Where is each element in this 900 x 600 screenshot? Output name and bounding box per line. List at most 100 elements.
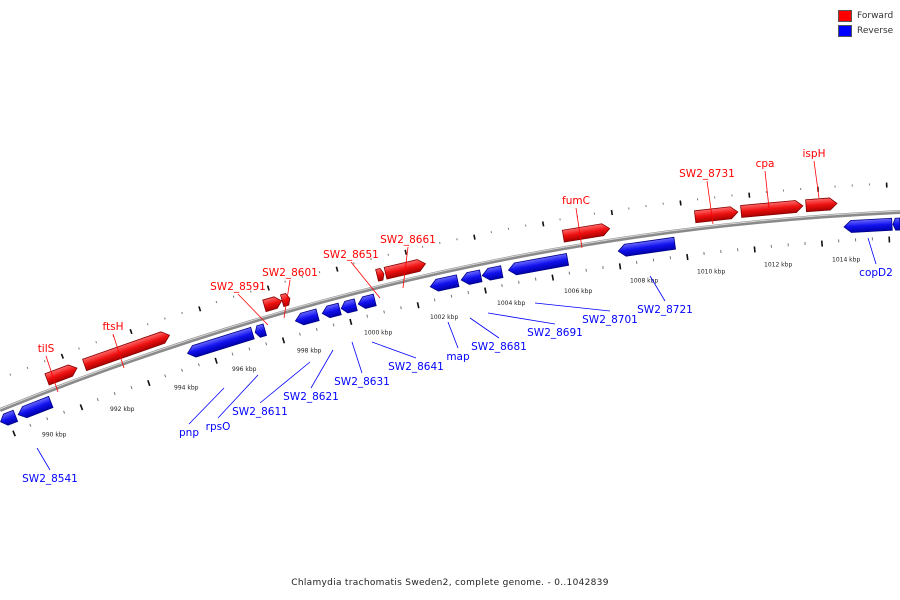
gene-SW2_8681[interactable] bbox=[460, 269, 483, 286]
ruler-dot bbox=[146, 323, 167, 378]
ruler-dot bbox=[645, 204, 655, 262]
gene-cpa[interactable] bbox=[740, 200, 804, 218]
ruler-dot bbox=[284, 280, 301, 336]
gene-rpsO[interactable] bbox=[254, 323, 267, 338]
reverse-swatch bbox=[838, 25, 852, 37]
ruler-dot bbox=[12, 430, 16, 437]
gene-label[interactable]: SW2_8721 bbox=[637, 275, 693, 316]
gene-SW2_8631a[interactable] bbox=[321, 302, 342, 319]
gene-label[interactable]: SW2_8541 bbox=[22, 447, 78, 485]
tick-label: 996 kbp bbox=[232, 366, 257, 373]
ruler-dot bbox=[335, 266, 353, 326]
gene-copD2[interactable] bbox=[843, 217, 893, 233]
gene-label[interactable]: copD2 bbox=[859, 237, 893, 279]
gene-SW2_8641[interactable] bbox=[357, 293, 377, 310]
gene-label[interactable]: SW2_8651 bbox=[323, 249, 381, 299]
gene-label-text: SW2_8591 bbox=[210, 281, 266, 293]
tick-label: 1000 kbp bbox=[364, 330, 392, 337]
gene-label-text: SW2_8661 bbox=[380, 234, 436, 246]
ruler-dot bbox=[95, 341, 116, 396]
gene-map[interactable] bbox=[429, 274, 460, 293]
gene-label-text: SW2_8641 bbox=[388, 361, 444, 373]
ruler-dot bbox=[541, 221, 555, 281]
gene-ftsH[interactable] bbox=[82, 330, 172, 372]
gene-label[interactable]: SW2_8601 bbox=[262, 267, 318, 319]
backbone-highlight bbox=[0, 210, 900, 410]
ruler-dot bbox=[696, 198, 705, 256]
gene-pnp[interactable] bbox=[186, 326, 255, 359]
gene-label[interactable]: SW2_8661 bbox=[380, 234, 436, 289]
gene-label-text: SW2_8631 bbox=[334, 376, 390, 388]
gene-SW2_8701[interactable] bbox=[507, 252, 570, 276]
tick-label: 1002 kbp bbox=[430, 314, 458, 321]
ruler-dot bbox=[78, 347, 99, 402]
gene-SW2_8531[interactable] bbox=[0, 409, 19, 427]
tick-label: 1008 kbp bbox=[630, 277, 658, 284]
gene-labels: tilS ftsH SW2_8591 SW2_8601 SW2_8651SW2_8661… bbox=[22, 148, 893, 485]
ruler-dot bbox=[885, 182, 891, 243]
gene-label[interactable]: pnp bbox=[179, 387, 225, 439]
gene-label[interactable]: SW2_8691 bbox=[487, 312, 583, 339]
gene-label-text: map bbox=[446, 351, 470, 363]
gene-label[interactable]: SW2_8621 bbox=[283, 349, 339, 403]
tick-label: 1014 kbp bbox=[832, 256, 860, 263]
gene-label[interactable]: SW2_8731 bbox=[679, 168, 735, 225]
gene-SW2_8631[interactable] bbox=[340, 298, 358, 314]
ruler-dot bbox=[456, 238, 470, 295]
gene-tilS[interactable] bbox=[44, 362, 79, 386]
gene-fumC[interactable] bbox=[561, 223, 611, 243]
gene-ispH[interactable] bbox=[805, 197, 838, 213]
ruler-dot bbox=[60, 353, 84, 411]
gene-SW2_8621[interactable] bbox=[294, 308, 320, 327]
ruler-dot bbox=[662, 202, 672, 260]
gene-label[interactable]: ftsH bbox=[103, 321, 125, 369]
tick-label: 1010 kbp bbox=[697, 269, 725, 276]
ruler-dot bbox=[559, 218, 571, 275]
gene-SW2_8731[interactable] bbox=[694, 206, 739, 224]
gene-label[interactable]: fumC bbox=[562, 195, 590, 249]
ruler-dot bbox=[421, 245, 436, 302]
gene-label[interactable]: SW2_8591 bbox=[210, 281, 269, 326]
gene-label[interactable]: SW2_8641 bbox=[371, 341, 444, 373]
gene-SW2_8661[interactable] bbox=[383, 258, 427, 280]
ruler-dot bbox=[26, 366, 49, 421]
ruler-dot bbox=[731, 194, 739, 252]
ruler-dot bbox=[318, 271, 335, 327]
gene-SW2_8651[interactable] bbox=[375, 267, 386, 282]
gene-SW2_8721[interactable] bbox=[617, 236, 677, 257]
ruler-dot bbox=[387, 253, 402, 310]
gene-edge-gene[interactable] bbox=[892, 217, 900, 231]
gene-label-text: cpa bbox=[756, 158, 775, 170]
gene-label[interactable]: cpa bbox=[756, 158, 775, 209]
gene-SW2_8691[interactable] bbox=[481, 265, 504, 282]
gene-label-text: pnp bbox=[179, 427, 199, 439]
ruler: 990 kbp 992 kbp 994 kbp 996 kbp 998 kbp 1000 … bbox=[9, 182, 891, 438]
gene-label[interactable]: rpsO bbox=[206, 374, 259, 433]
gene-label-text: ftsH bbox=[103, 321, 124, 333]
ruler-dot bbox=[43, 360, 66, 414]
tick-label: 992 kbp bbox=[110, 406, 135, 413]
ruler-dot bbox=[610, 209, 622, 270]
ruler-dot bbox=[679, 200, 689, 261]
legend-forward: Forward bbox=[838, 10, 893, 22]
ruler-dot bbox=[215, 300, 234, 356]
ruler-dot bbox=[714, 196, 722, 254]
gene-SW2_8541[interactable] bbox=[16, 395, 54, 420]
ruler-dot bbox=[800, 188, 806, 245]
gene-label[interactable]: SW2_8681 bbox=[469, 317, 527, 353]
ruler-dot bbox=[490, 231, 503, 288]
gene-label[interactable]: SW2_8701 bbox=[534, 302, 638, 326]
ruler-dot bbox=[181, 311, 200, 367]
gene-SW2_8591[interactable] bbox=[262, 295, 284, 313]
gene-label-text: rpsO bbox=[206, 421, 231, 433]
gene-label[interactable]: map bbox=[446, 321, 470, 363]
ruler-dot bbox=[593, 212, 604, 270]
gene-label-text: SW2_8651 bbox=[323, 249, 379, 261]
gene-label[interactable]: SW2_8611 bbox=[232, 361, 311, 418]
gene-label[interactable]: ispH bbox=[803, 148, 826, 199]
gene-label[interactable]: SW2_8631 bbox=[334, 341, 390, 388]
gene-label[interactable]: tilS bbox=[38, 343, 59, 393]
ruler-dot bbox=[851, 184, 857, 242]
gene-label-text: SW2_8681 bbox=[471, 341, 527, 353]
legend-forward-label: Forward bbox=[857, 11, 894, 21]
